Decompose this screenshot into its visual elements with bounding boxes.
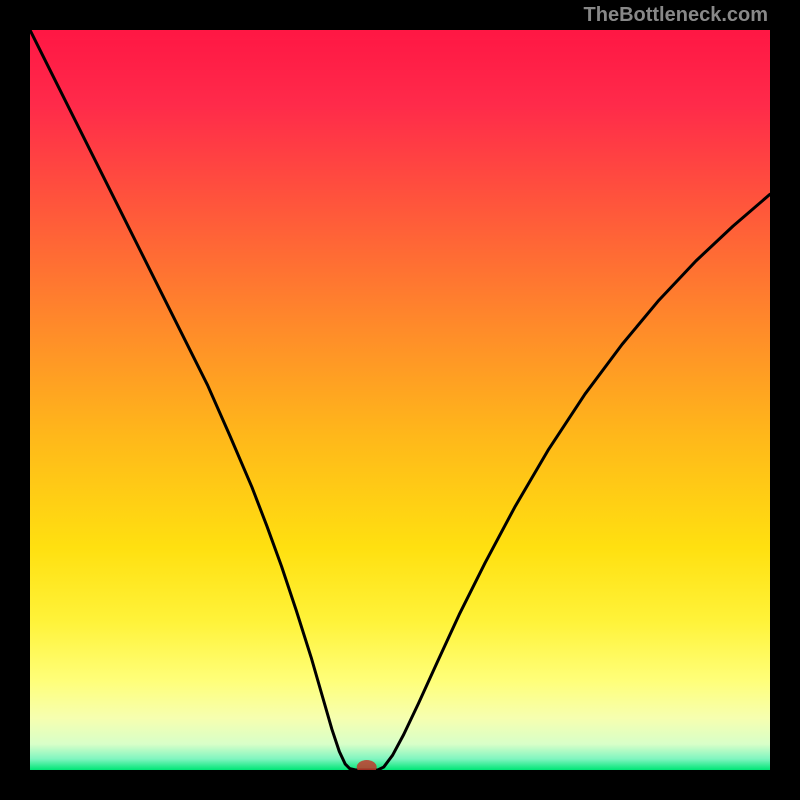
watermark-text: TheBottleneck.com [584,4,768,27]
bottleneck-curve [30,30,770,770]
chart-frame: TheBottleneck.com [0,0,800,800]
plot-area [30,30,770,770]
optimum-marker [357,760,377,770]
curve-layer [30,30,770,770]
